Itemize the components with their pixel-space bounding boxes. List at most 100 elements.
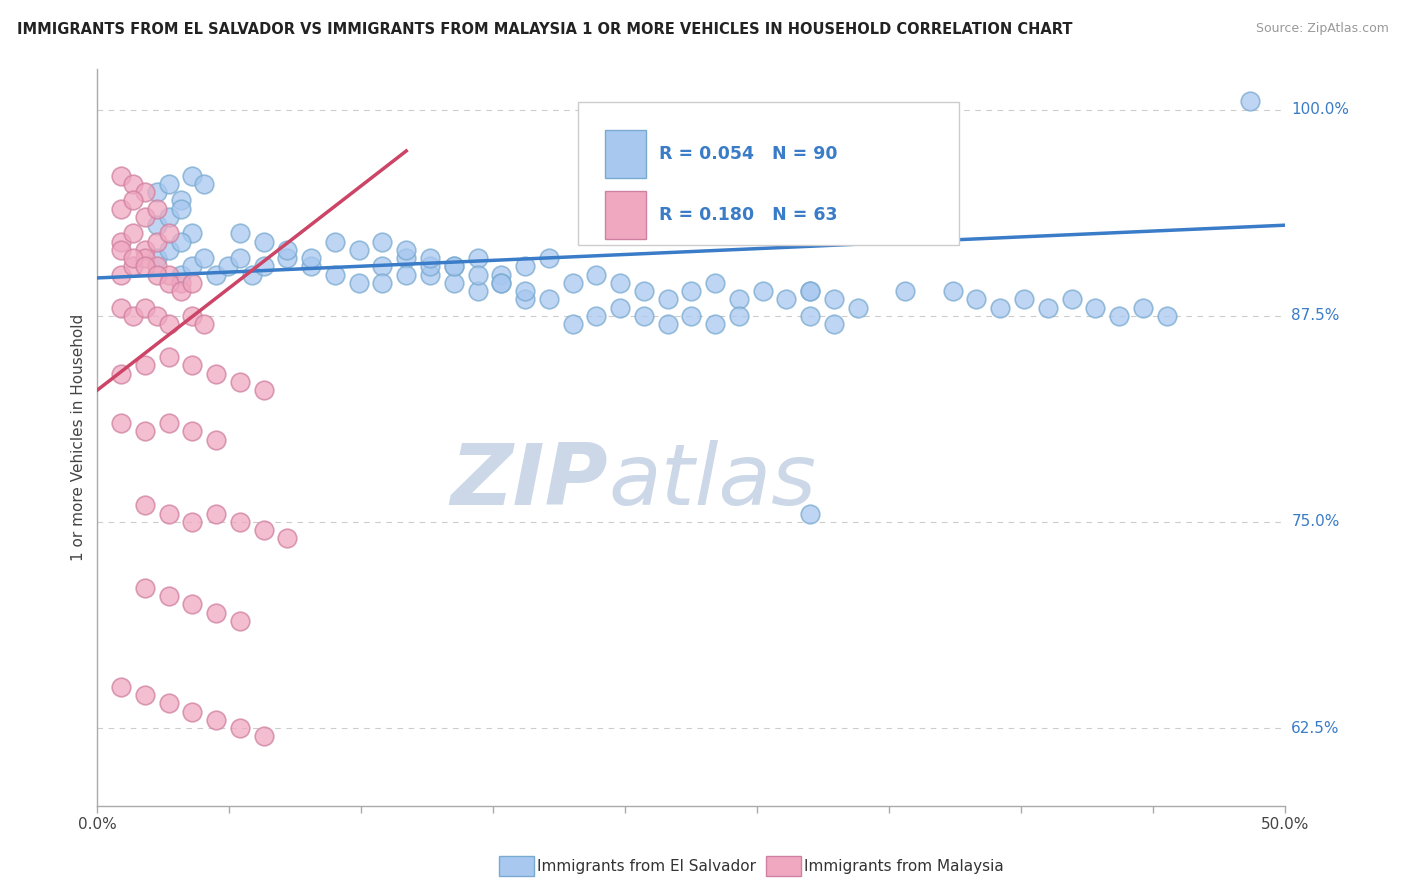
Point bbox=[1156, 309, 1178, 323]
Point bbox=[110, 416, 132, 430]
Point bbox=[169, 276, 191, 290]
Point bbox=[134, 243, 156, 257]
Point bbox=[157, 507, 180, 521]
Point bbox=[846, 301, 869, 315]
Point bbox=[205, 606, 228, 620]
Point bbox=[193, 251, 215, 265]
Bar bbox=[605, 130, 647, 178]
Point bbox=[229, 227, 252, 241]
Text: R = 0.054   N = 90: R = 0.054 N = 90 bbox=[659, 145, 838, 163]
Point bbox=[253, 523, 276, 537]
Y-axis label: 1 or more Vehicles in Household: 1 or more Vehicles in Household bbox=[72, 313, 86, 561]
Point bbox=[229, 375, 252, 389]
Point bbox=[229, 251, 252, 265]
Point bbox=[205, 433, 228, 447]
Point bbox=[799, 309, 821, 323]
Point bbox=[157, 210, 180, 224]
Point bbox=[704, 317, 727, 331]
Point bbox=[419, 251, 441, 265]
Text: IMMIGRANTS FROM EL SALVADOR VS IMMIGRANTS FROM MALAYSIA 1 OR MORE VEHICLES IN HO: IMMIGRANTS FROM EL SALVADOR VS IMMIGRANT… bbox=[17, 22, 1073, 37]
Point bbox=[134, 185, 156, 199]
Point bbox=[110, 202, 132, 216]
Point bbox=[157, 227, 180, 241]
Point bbox=[229, 614, 252, 628]
Point bbox=[775, 293, 797, 307]
Point bbox=[633, 309, 655, 323]
Text: Immigrants from Malaysia: Immigrants from Malaysia bbox=[804, 859, 1004, 873]
Point bbox=[134, 210, 156, 224]
Point bbox=[371, 260, 394, 274]
Point bbox=[122, 251, 145, 265]
Point bbox=[157, 697, 180, 711]
Point bbox=[537, 293, 560, 307]
Point bbox=[157, 276, 180, 290]
Point bbox=[145, 268, 167, 282]
Point bbox=[585, 309, 607, 323]
Point bbox=[122, 177, 145, 191]
Point bbox=[894, 284, 917, 298]
Point bbox=[799, 284, 821, 298]
Point bbox=[419, 268, 441, 282]
Point bbox=[491, 276, 513, 290]
Point bbox=[122, 227, 145, 241]
Text: atlas: atlas bbox=[609, 440, 817, 523]
Point bbox=[169, 268, 191, 282]
Point bbox=[491, 268, 513, 282]
Point bbox=[585, 268, 607, 282]
Point bbox=[704, 276, 727, 290]
Point bbox=[1084, 301, 1107, 315]
Point bbox=[799, 284, 821, 298]
Point bbox=[443, 260, 465, 274]
Point bbox=[657, 317, 679, 331]
Point bbox=[823, 293, 845, 307]
Point bbox=[467, 284, 489, 298]
Point bbox=[181, 598, 204, 612]
Point bbox=[988, 301, 1011, 315]
Point bbox=[1012, 293, 1035, 307]
Point bbox=[513, 284, 536, 298]
Point bbox=[205, 268, 228, 282]
Point bbox=[799, 507, 821, 521]
Point bbox=[157, 317, 180, 331]
Point bbox=[181, 359, 204, 373]
Point bbox=[395, 251, 418, 265]
Point bbox=[145, 251, 167, 265]
Point bbox=[169, 235, 191, 249]
Point bbox=[299, 251, 322, 265]
Point bbox=[157, 416, 180, 430]
Point bbox=[181, 227, 204, 241]
Point bbox=[134, 301, 156, 315]
Point bbox=[157, 177, 180, 191]
Point bbox=[205, 367, 228, 381]
Point bbox=[253, 383, 276, 397]
Point bbox=[1132, 301, 1154, 315]
Point bbox=[110, 235, 132, 249]
Point bbox=[633, 284, 655, 298]
Point bbox=[193, 317, 215, 331]
Text: R = 0.180   N = 63: R = 0.180 N = 63 bbox=[659, 206, 838, 224]
Point bbox=[299, 260, 322, 274]
Point bbox=[443, 276, 465, 290]
Point bbox=[157, 268, 180, 282]
Point bbox=[395, 243, 418, 257]
Point bbox=[145, 309, 167, 323]
Point bbox=[823, 317, 845, 331]
Point bbox=[110, 268, 132, 282]
Point bbox=[1060, 293, 1083, 307]
Point bbox=[1036, 301, 1059, 315]
Point bbox=[181, 425, 204, 439]
Point bbox=[122, 194, 145, 208]
Point bbox=[110, 169, 132, 183]
Point bbox=[1239, 95, 1261, 109]
Point bbox=[145, 260, 167, 274]
Point bbox=[157, 243, 180, 257]
Point bbox=[169, 284, 191, 298]
Point bbox=[609, 276, 631, 290]
Text: 87.5%: 87.5% bbox=[1291, 309, 1340, 324]
Point bbox=[134, 251, 156, 265]
Point bbox=[537, 251, 560, 265]
Point bbox=[134, 688, 156, 702]
Point bbox=[347, 243, 370, 257]
Point bbox=[134, 499, 156, 513]
Point bbox=[681, 309, 703, 323]
